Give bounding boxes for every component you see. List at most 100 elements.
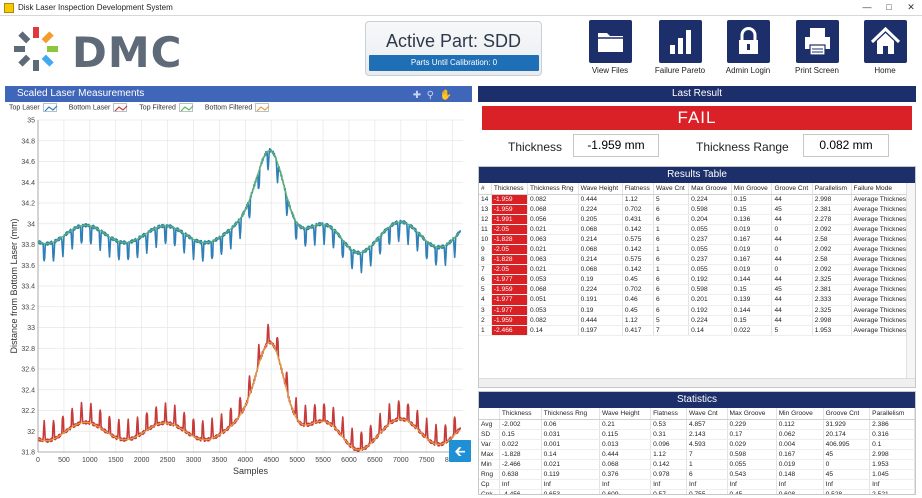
stats-cell: 0.21 xyxy=(599,419,652,430)
stats-cell: 0.755 xyxy=(686,489,728,494)
crosshair-icon[interactable]: ✚ xyxy=(412,90,422,101)
stats-row[interactable]: Cp Inf Inf Inf Inf Inf Inf Inf Inf Inf xyxy=(479,479,915,491)
admin-login-button[interactable]: Admin Login xyxy=(718,20,778,78)
stats-column-header[interactable]: Wave Cnt xyxy=(686,408,728,420)
failure-pareto-button[interactable]: Failure Pareto xyxy=(650,20,710,78)
stats-row[interactable]: Avg -2.002 0.06 0.21 0.53 4.857 0.229 0.112 31.9… xyxy=(479,419,915,430)
results-column-header[interactable]: Failure Mode xyxy=(851,183,915,195)
results-cell: 2.092 xyxy=(812,224,852,235)
results-cell: 0.15 xyxy=(731,204,773,215)
stats-row[interactable]: Var 0.022 0.001 0.013 0.096 4.593 0.029 0.004 40… xyxy=(479,439,915,450)
results-cell: 1 xyxy=(479,325,492,336)
legend-bottom-filtered[interactable]: Bottom Filtered xyxy=(205,103,270,112)
stats-column-header[interactable]: Thickness Rng xyxy=(541,408,600,420)
y-tick-label: 33.6 xyxy=(21,263,35,270)
results-cell: 2.278 xyxy=(812,214,852,225)
stats-cell: 0.022 xyxy=(499,439,542,450)
stats-row[interactable]: Cpk -4.456 0.653 0.609 0.57 0.755 0.45 0.608 0.5… xyxy=(479,489,915,494)
stats-cell: 0.029 xyxy=(727,439,777,450)
pan-hand-icon[interactable]: ✋ xyxy=(439,90,452,101)
results-row[interactable]: 12 -1.991 0.056 0.205 0.431 6 0.204 0.136 44 2.27… xyxy=(479,214,915,225)
results-column-header[interactable]: Thickness xyxy=(491,183,528,195)
minimize-icon[interactable]: — xyxy=(862,2,872,12)
results-cell: Average Thickness xyxy=(851,244,915,256)
series-top-filtered xyxy=(37,149,460,254)
close-icon[interactable]: ✕ xyxy=(907,2,915,12)
results-cell: 10 xyxy=(479,234,492,245)
stats-column-header[interactable]: Thickness xyxy=(499,408,542,420)
stats-column-header[interactable]: Flatness xyxy=(650,408,688,420)
results-column-header[interactable]: Parallelism xyxy=(812,183,852,195)
legend-bottom-laser[interactable]: Bottom Laser xyxy=(69,103,128,112)
results-row[interactable]: 10 -1.828 0.063 0.214 0.575 6 0.237 0.167 44 2.58… xyxy=(479,234,915,245)
results-row[interactable]: 14 -1.959 0.082 0.444 1.12 5 0.224 0.15 44 2.998 A… xyxy=(479,194,915,205)
print-screen-button[interactable]: Print Screen xyxy=(787,20,847,78)
results-column-header[interactable]: Flatness xyxy=(622,183,655,195)
results-row[interactable]: 6 -1.977 0.053 0.19 0.45 6 0.192 0.144 44 2.325 Av… xyxy=(479,274,915,286)
stats-cell: Inf xyxy=(823,479,871,491)
results-cell: 2.381 xyxy=(812,284,852,296)
stats-cell: 0.14 xyxy=(541,449,600,460)
stats-cell: Inf xyxy=(541,479,600,491)
results-row[interactable]: 1 -2.466 0.14 0.197 0.417 7 0.14 0.022 5 1.953 Ave… xyxy=(479,325,915,336)
back-arrow-button[interactable]: 🡰 xyxy=(449,440,471,462)
results-column-header[interactable]: Wave Height xyxy=(578,183,623,195)
statistics-table[interactable]: Thickness Thickness Rng Wave Height Flatnes… xyxy=(479,408,915,494)
x-tick-label: 7000 xyxy=(393,457,409,464)
stats-cell: Rng xyxy=(479,469,500,481)
stats-column-header[interactable]: Min Groove xyxy=(776,408,824,420)
results-column-header[interactable]: Thickness Rng xyxy=(527,183,579,195)
laser-measurement-chart[interactable]: 31.8 32 32.2 32.4 32.6 32.8 33 33.2 33.4 33.6 33.8… xyxy=(5,114,472,492)
results-column-header[interactable]: Wave Cnt xyxy=(653,183,690,195)
results-row[interactable]: 8 -1.828 0.063 0.214 0.575 6 0.237 0.167 44 2.58 A… xyxy=(479,254,915,266)
home-button[interactable]: Home xyxy=(855,20,915,78)
results-row[interactable]: 5 -1.959 0.068 0.224 0.702 6 0.598 0.15 45 2.381 A… xyxy=(479,284,915,296)
legend-top-laser[interactable]: Top Laser xyxy=(9,103,58,112)
x-tick-label: 5000 xyxy=(289,457,305,464)
view-files-button[interactable]: View Files xyxy=(580,20,640,78)
stats-column-header[interactable]: Parallelism xyxy=(869,408,915,420)
results-row[interactable]: 9 -2.05 0.021 0.068 0.142 1 0.055 0.019 0 2.092 Av… xyxy=(479,244,915,256)
results-column-header[interactable]: Max Groove xyxy=(688,183,732,195)
results-cell: 6 xyxy=(479,274,492,286)
stats-column-header[interactable]: Groove Cnt xyxy=(823,408,871,420)
y-tick-label: 34.6 xyxy=(21,159,35,166)
x-tick-label: 6000 xyxy=(341,457,357,464)
results-row[interactable]: 4 -1.977 0.051 0.191 0.46 6 0.201 0.139 44 2.333 A… xyxy=(479,294,915,306)
zoom-icon[interactable]: ⚲ xyxy=(426,90,434,101)
stats-column-header[interactable]: Max Groove xyxy=(727,408,777,420)
results-column-header[interactable]: # xyxy=(479,183,492,195)
stats-row[interactable]: SD 0.15 0.031 0.115 0.31 2.143 0.17 0.062 20.174… xyxy=(479,429,915,440)
stats-row[interactable]: Max -1.828 0.14 0.444 1.12 7 0.598 0.167 45 2.998 xyxy=(479,449,915,460)
results-row[interactable]: 11 -2.05 0.021 0.068 0.142 1 0.055 0.019 0 2.092 A… xyxy=(479,224,915,235)
stats-cell: 0.229 xyxy=(727,419,777,430)
legend-top-filtered[interactable]: Top Filtered xyxy=(139,103,194,112)
results-vertical-scrollbar[interactable] xyxy=(906,183,915,379)
stats-cell: 0.598 xyxy=(727,449,777,460)
results-row[interactable]: 13 -1.959 0.068 0.224 0.702 6 0.598 0.15 45 2.381… xyxy=(479,204,915,215)
stats-cell: 0.45 xyxy=(727,489,777,494)
results-cell: 0.15 xyxy=(731,284,773,296)
stats-cell: 20.174 xyxy=(823,429,871,440)
results-cell: 0.068 xyxy=(578,264,623,276)
results-cell: 0.237 xyxy=(688,234,732,245)
results-horizontal-scrollbar[interactable] xyxy=(479,378,915,387)
results-cell: 0.055 xyxy=(688,224,732,235)
results-column-header[interactable]: Groove Cnt xyxy=(771,183,813,195)
results-column-header[interactable]: Min Groove xyxy=(731,183,773,195)
results-row[interactable]: 7 -2.05 0.021 0.068 0.142 1 0.055 0.019 0 2.092 Av… xyxy=(479,264,915,276)
results-cell: 6 xyxy=(653,234,690,245)
maximize-icon[interactable]: □ xyxy=(886,2,892,12)
stats-row[interactable]: Rng 0.638 0.119 0.376 0.978 6 0.543 0.148 45 1.04… xyxy=(479,469,915,481)
results-cell: 0.214 xyxy=(578,254,623,266)
results-cell: 0.056 xyxy=(527,214,579,225)
results-table[interactable]: # Thickness Thickness Rng Wave Height Flatne… xyxy=(479,183,915,336)
stats-column-header[interactable] xyxy=(479,408,500,420)
stats-column-header[interactable]: Wave Height xyxy=(599,408,652,420)
results-row[interactable]: 2 -1.959 0.082 0.444 1.12 5 0.224 0.15 44 2.998 Av… xyxy=(479,315,915,326)
results-row[interactable]: 3 -1.977 0.053 0.19 0.45 6 0.192 0.144 44 2.325 Av… xyxy=(479,305,915,316)
stats-row[interactable]: Min -2.466 0.021 0.068 0.142 1 0.055 0.019 0 1.95… xyxy=(479,459,915,470)
bar-chart-icon xyxy=(669,30,691,54)
results-cell: 0.063 xyxy=(527,234,579,245)
results-cell: 0.417 xyxy=(622,325,655,336)
